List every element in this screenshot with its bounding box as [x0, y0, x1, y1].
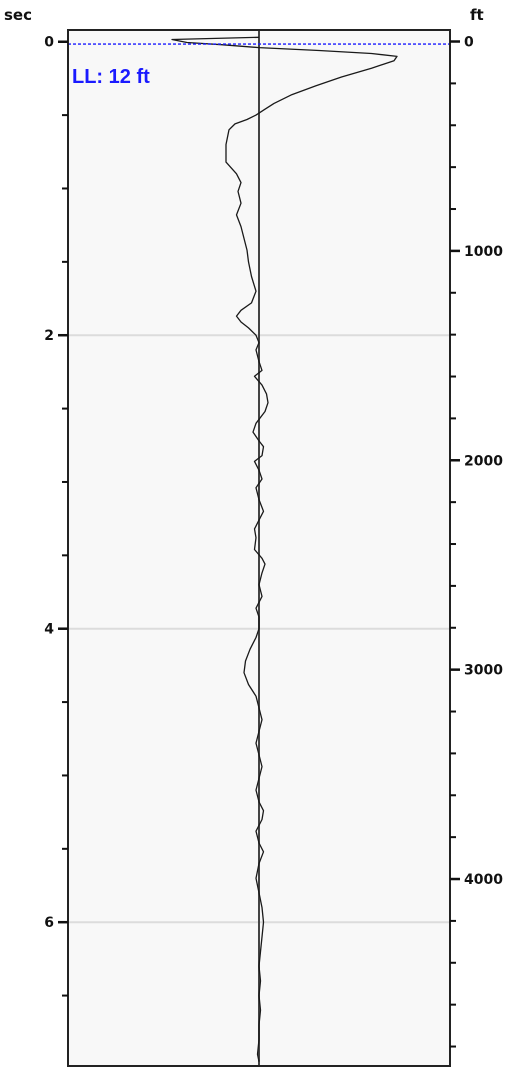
right-tick-label: 0 [464, 35, 474, 51]
right-tick-label: 3000 [464, 663, 503, 679]
right-tick-label: 1000 [464, 244, 503, 260]
left-tick-label: 6 [44, 915, 54, 931]
left-tick-label: 2 [44, 328, 54, 344]
right-tick-label: 4000 [464, 872, 503, 888]
ll-label: LL: 12 ft [72, 66, 150, 88]
left-axis-unit: sec [4, 6, 32, 24]
right-tick-label: 2000 [464, 453, 503, 469]
right-axis-unit: ft [470, 6, 484, 24]
left-tick-label: 0 [44, 35, 54, 51]
left-tick-label: 4 [44, 622, 54, 638]
series-line [171, 36, 398, 1062]
plot-border [67, 29, 451, 1067]
